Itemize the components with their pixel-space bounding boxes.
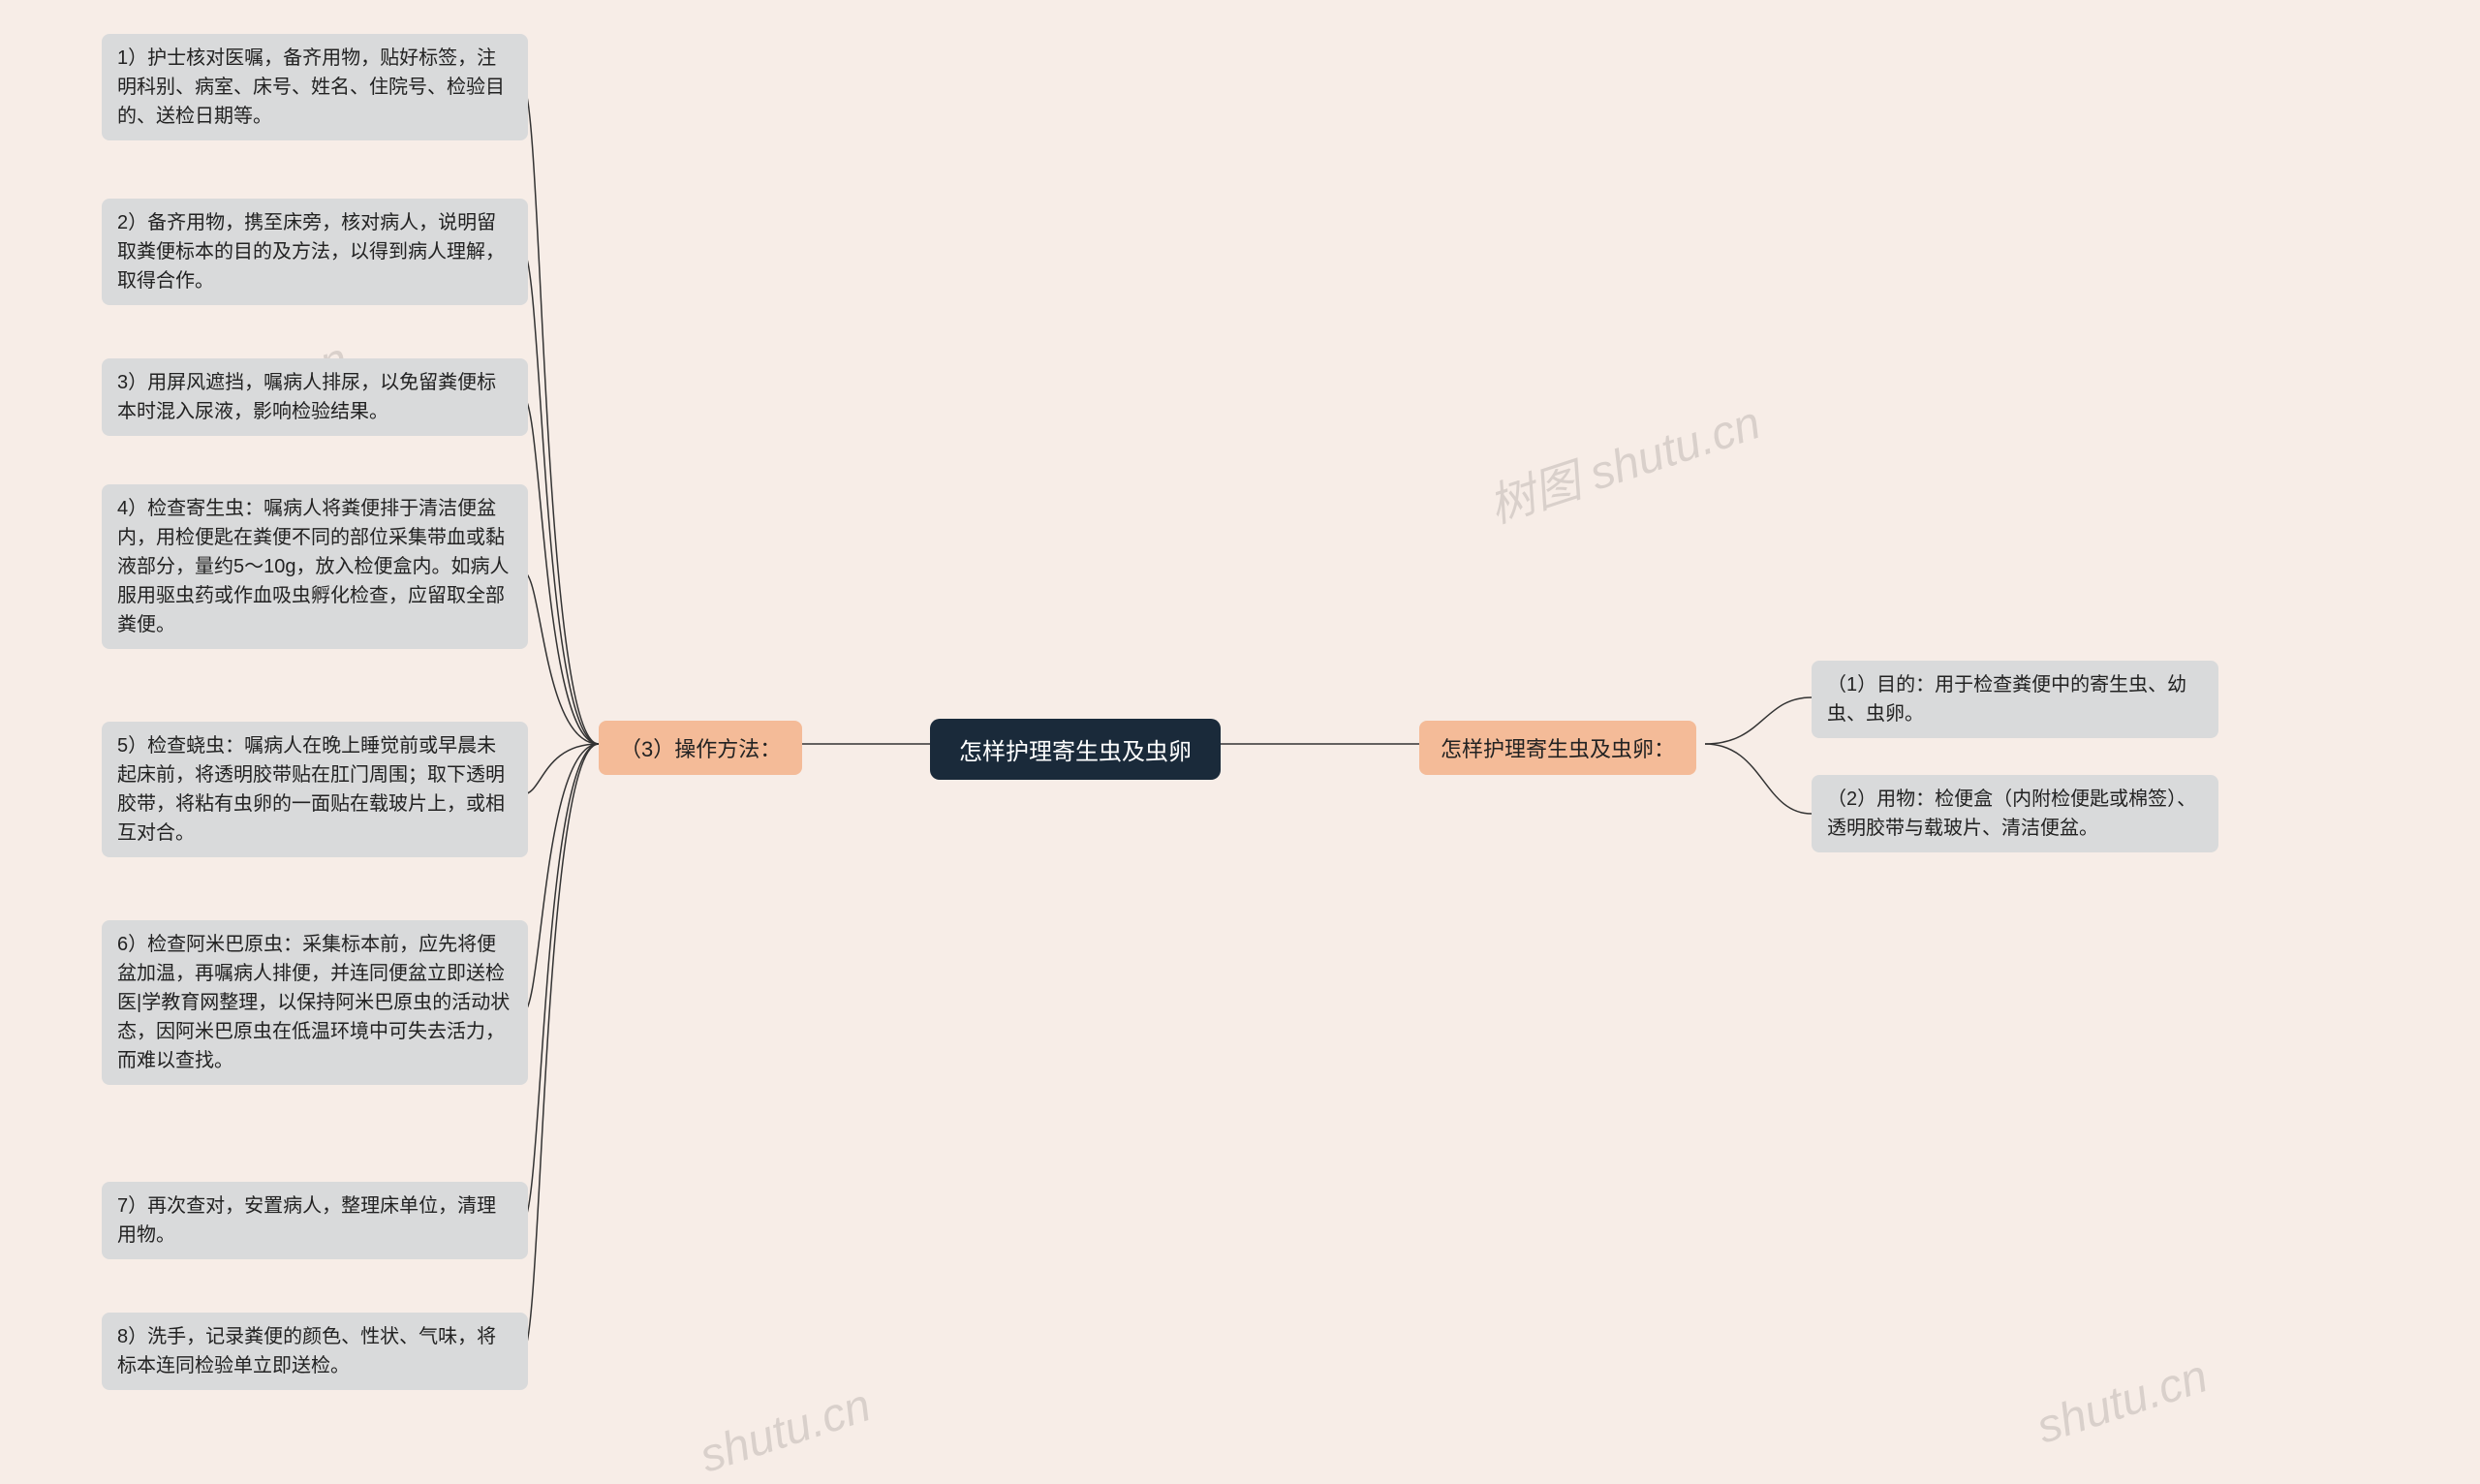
- left-leaf-8[interactable]: 8）洗手，记录粪便的颜色、性状、气味，将标本连同检验单立即送检。: [102, 1313, 528, 1390]
- left-branch-node[interactable]: （3）操作方法：: [599, 721, 802, 775]
- leaf-text: 2）备齐用物，携至床旁，核对病人，说明留取粪便标本的目的及方法，以得到病人理解，…: [117, 212, 505, 292]
- watermark: 树图 shutu.cn: [1478, 385, 1767, 536]
- left-leaf-7[interactable]: 7）再次查对，安置病人，整理床单位，清理用物。: [102, 1182, 528, 1259]
- right-leaf-2[interactable]: （2）用物：检便盒（内附检便匙或棉签）、透明胶带与载玻片、清洁便盆。: [1812, 775, 2218, 852]
- left-leaf-3[interactable]: 3）用屏风遮挡，嘱病人排尿，以免留粪便标本时混入尿液，影响检验结果。: [102, 358, 528, 436]
- leaf-text: 5）检查蛲虫：嘱病人在晚上睡觉前或早晨未起床前，将透明胶带贴在肛门周围；取下透明…: [117, 735, 505, 844]
- right-leaf-1[interactable]: （1）目的：用于检查粪便中的寄生虫、幼虫、虫卵。: [1812, 661, 2218, 738]
- leaf-text: 6）检查阿米巴原虫：采集标本前，应先将便盆加温，再嘱病人排便，并连同便盆立即送检…: [117, 934, 510, 1071]
- leaf-text: （2）用物：检便盒（内附检便匙或棉签）、透明胶带与载玻片、清洁便盆。: [1827, 788, 2196, 839]
- leaf-text: 1）护士核对医嘱，备齐用物，贴好标签，注明科别、病室、床号、姓名、住院号、检验目…: [117, 47, 505, 127]
- left-leaf-4[interactable]: 4）检查寄生虫：嘱病人将粪便排于清洁便盆内，用检便匙在粪便不同的部位采集带血或黏…: [102, 484, 528, 649]
- leaf-text: 8）洗手，记录粪便的颜色、性状、气味，将标本连同检验单立即送检。: [117, 1326, 496, 1376]
- leaf-text: 4）检查寄生虫：嘱病人将粪便排于清洁便盆内，用检便匙在粪便不同的部位采集带血或黏…: [117, 498, 510, 635]
- watermark: shutu.cn: [2030, 1349, 2215, 1454]
- center-node[interactable]: 怎样护理寄生虫及虫卵: [930, 719, 1221, 780]
- left-leaf-6[interactable]: 6）检查阿米巴原虫：采集标本前，应先将便盆加温，再嘱病人排便，并连同便盆立即送检…: [102, 920, 528, 1085]
- left-leaf-1[interactable]: 1）护士核对医嘱，备齐用物，贴好标签，注明科别、病室、床号、姓名、住院号、检验目…: [102, 34, 528, 140]
- left-branch-label: （3）操作方法：: [620, 737, 781, 761]
- leaf-text: 7）再次查对，安置病人，整理床单位，清理用物。: [117, 1195, 496, 1246]
- right-branch-node[interactable]: 怎样护理寄生虫及虫卵：: [1419, 721, 1696, 775]
- watermark: shutu.cn: [694, 1378, 878, 1483]
- right-branch-label: 怎样护理寄生虫及虫卵：: [1441, 737, 1675, 761]
- leaf-text: 3）用屏风遮挡，嘱病人排尿，以免留粪便标本时混入尿液，影响检验结果。: [117, 372, 496, 422]
- left-leaf-5[interactable]: 5）检查蛲虫：嘱病人在晚上睡觉前或早晨未起床前，将透明胶带贴在肛门周围；取下透明…: [102, 722, 528, 857]
- left-leaf-2[interactable]: 2）备齐用物，携至床旁，核对病人，说明留取粪便标本的目的及方法，以得到病人理解，…: [102, 199, 528, 305]
- center-label: 怎样护理寄生虫及虫卵: [959, 739, 1192, 765]
- leaf-text: （1）目的：用于检查粪便中的寄生虫、幼虫、虫卵。: [1827, 674, 2186, 725]
